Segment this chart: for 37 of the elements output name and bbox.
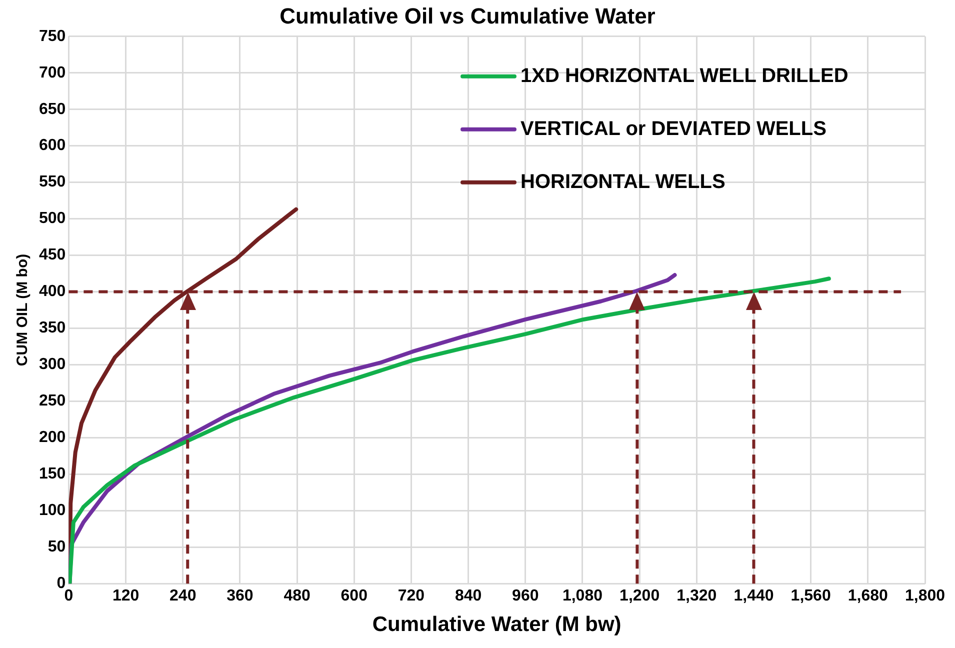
y-tick-label: 700 xyxy=(38,64,66,82)
x-tick-label: 1,680 xyxy=(848,588,888,605)
y-tick-label: 0 xyxy=(56,575,66,592)
x-tick-label: 840 xyxy=(454,588,482,605)
chart-title: Cumulative Oil vs Cumulative Water xyxy=(280,3,656,28)
x-tick-label: 360 xyxy=(226,588,254,605)
x-tick-label: 480 xyxy=(284,588,310,605)
x-tick-label: 1,320 xyxy=(676,588,717,605)
y-tick-label: 100 xyxy=(38,502,66,520)
legend-label: VERTICAL or DEVIATED WELLS xyxy=(520,118,826,140)
x-tick-label: 960 xyxy=(512,588,539,605)
y-tick-label: 350 xyxy=(38,320,66,337)
legend-label: HORIZONTAL WELLS xyxy=(520,170,726,193)
x-tick-label: 1,560 xyxy=(790,588,831,605)
y-tick-label: 200 xyxy=(38,429,66,446)
y-tick-label: 500 xyxy=(38,210,66,228)
y-tick-label: 750 xyxy=(38,28,66,45)
x-tick-label: 1,800 xyxy=(904,588,946,605)
y-tick-label: 650 xyxy=(38,100,66,118)
y-tick-label: 50 xyxy=(48,538,66,556)
y-tick-label: 600 xyxy=(38,137,66,154)
x-tick-label: 600 xyxy=(340,588,368,605)
y-tick-label: 300 xyxy=(38,356,66,374)
legend-label: 1XD HORIZONTAL WELL DRILLED xyxy=(520,64,848,87)
y-tick-label: 250 xyxy=(38,392,66,410)
x-tick-label: 240 xyxy=(170,588,196,605)
y-tick-label: 400 xyxy=(38,283,66,300)
x-tick-label: 120 xyxy=(112,588,140,605)
y-tick-label: 450 xyxy=(38,246,66,264)
x-tick-label: 1,080 xyxy=(562,588,603,605)
x-tick-label: 1,200 xyxy=(620,588,660,605)
y-tick-label: 550 xyxy=(38,174,66,191)
x-tick-label: 720 xyxy=(398,588,425,605)
x-tick-label: 1,440 xyxy=(734,588,774,605)
y-tick-label: 150 xyxy=(38,466,66,483)
x-axis-title: Cumulative Water (M bw) xyxy=(372,613,622,636)
y-axis-title: CUM OIL (M bo) xyxy=(14,254,32,366)
